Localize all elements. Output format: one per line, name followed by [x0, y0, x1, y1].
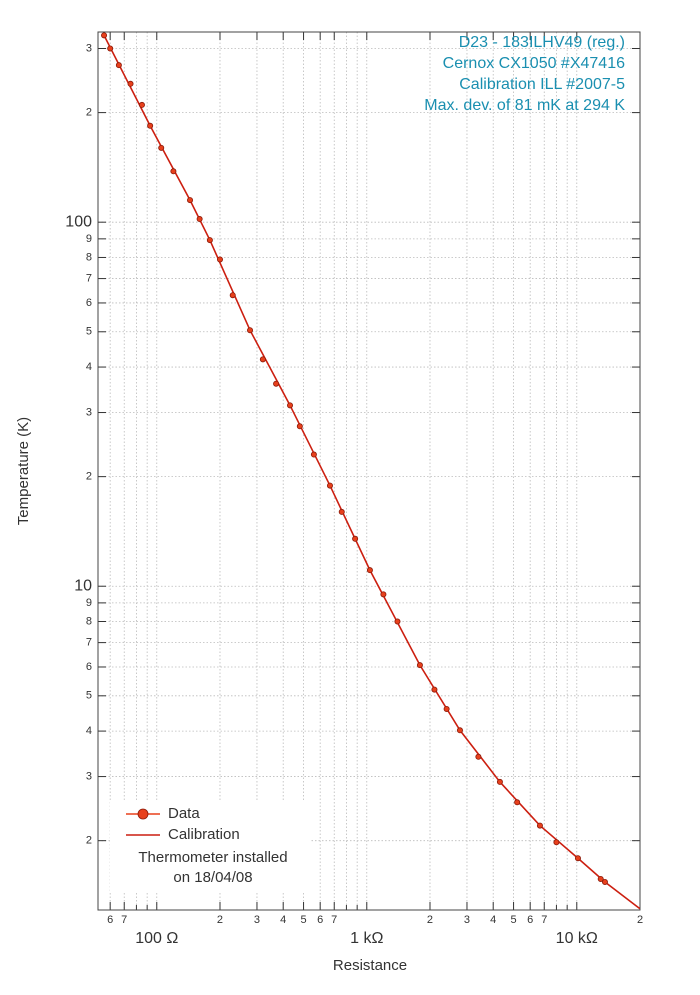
data-point — [394, 618, 401, 625]
annotation: Max. dev. of 81 mK at 294 K — [424, 97, 625, 114]
data-point — [597, 875, 604, 882]
data-point — [443, 705, 450, 712]
data-point — [229, 292, 236, 299]
data-point — [247, 327, 254, 334]
y-tick-label: 4 — [86, 725, 92, 737]
legend-marker — [137, 808, 149, 820]
x-tick-label: 2 — [637, 914, 643, 926]
data-point — [296, 423, 303, 430]
y-tick-label: 6 — [86, 661, 92, 673]
y-tick-label: 3 — [86, 42, 92, 54]
y-tick-label: 3 — [86, 406, 92, 418]
y-tick-label: 10 — [74, 577, 92, 594]
x-tick-label: 5 — [300, 914, 306, 926]
data-point — [475, 753, 482, 760]
y-tick-label: 5 — [86, 326, 92, 338]
y-tick-label: 2 — [86, 471, 92, 483]
x-tick-label: 2 — [217, 914, 223, 926]
data-point — [326, 482, 333, 489]
x-tick-label: 3 — [464, 914, 470, 926]
data-point — [187, 197, 194, 204]
legend-note: Thermometer installed — [138, 849, 287, 866]
data-point — [147, 122, 154, 129]
x-tick-label: 4 — [490, 914, 496, 926]
x-tick-label: 1 kΩ — [350, 930, 383, 947]
data-point — [259, 356, 266, 363]
legend-label: Calibration — [168, 826, 240, 843]
data-point — [115, 62, 122, 69]
legend-note: on 18/04/08 — [173, 869, 252, 886]
x-tick-label: 7 — [121, 914, 127, 926]
y-tick-label: 5 — [86, 690, 92, 702]
data-point — [138, 101, 145, 108]
data-point — [366, 567, 373, 574]
data-point — [601, 878, 608, 885]
x-tick-label: 5 — [511, 914, 517, 926]
x-axis-title: Resistance — [333, 957, 407, 974]
data-point — [127, 80, 134, 87]
x-tick-label: 100 Ω — [135, 930, 178, 947]
y-tick-label: 7 — [86, 637, 92, 649]
y-tick-label: 2 — [86, 107, 92, 119]
x-tick-label: 6 — [317, 914, 323, 926]
y-tick-label: 6 — [86, 297, 92, 309]
data-point — [170, 168, 177, 175]
data-point — [338, 508, 345, 515]
data-point — [553, 839, 560, 846]
x-tick-label: 3 — [254, 914, 260, 926]
data-point — [101, 32, 108, 39]
y-tick-label: 8 — [86, 251, 92, 263]
data-point — [536, 822, 543, 829]
annotation: Cernox CX1050 #X47416 — [443, 55, 625, 72]
x-tick-label: 6 — [527, 914, 533, 926]
legend-label: Data — [168, 805, 200, 822]
data-point — [574, 855, 581, 862]
annotation: Calibration ILL #2007-5 — [459, 76, 625, 93]
data-point — [273, 380, 280, 387]
x-tick-label: 7 — [331, 914, 337, 926]
data-point — [158, 144, 165, 151]
x-tick-label: 7 — [541, 914, 547, 926]
plot-frame — [97, 31, 641, 911]
data-point — [416, 662, 423, 669]
y-tick-label: 7 — [86, 272, 92, 284]
data-point — [514, 799, 521, 806]
data-point — [310, 451, 317, 458]
x-tick-label: 6 — [107, 914, 113, 926]
y-tick-label: 100 — [65, 213, 92, 230]
x-tick-label: 4 — [280, 914, 286, 926]
y-tick-label: 3 — [86, 770, 92, 782]
y-axis-title: Temperature (K) — [15, 417, 32, 525]
data-point — [380, 591, 387, 598]
x-tick-label: 10 kΩ — [556, 930, 598, 947]
y-tick-label: 4 — [86, 361, 92, 373]
data-point — [196, 216, 203, 223]
data-point — [496, 778, 503, 785]
data-point — [107, 45, 114, 52]
y-tick-label: 2 — [86, 835, 92, 847]
x-tick-label: 2 — [427, 914, 433, 926]
data-point — [352, 535, 359, 542]
y-tick-label: 9 — [86, 597, 92, 609]
data-point — [287, 402, 294, 409]
data-point — [431, 686, 438, 693]
data-point — [216, 256, 223, 263]
data-point — [456, 727, 463, 734]
y-tick-label: 9 — [86, 233, 92, 245]
data-point — [206, 237, 213, 244]
y-tick-label: 8 — [86, 615, 92, 627]
annotation: D23 - 183ILHV49 (reg.) — [459, 34, 625, 51]
